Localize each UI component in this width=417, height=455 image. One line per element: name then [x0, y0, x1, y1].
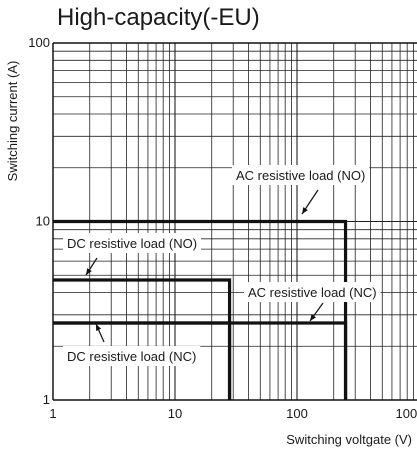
series-label: AC resistive load (NC) [244, 282, 381, 322]
y-tick-label: 100 [28, 35, 50, 50]
y-tick-label: 10 [36, 214, 50, 229]
series-label-bg [63, 346, 201, 366]
tick-labels: 1 10 100 1000 1 10 100 [28, 35, 417, 421]
series-label-arrowhead [302, 207, 308, 214]
series-label-bg [232, 165, 370, 185]
series-line [53, 278, 232, 400]
x-tick-label: 1000 [396, 406, 417, 421]
series-label-text: DC resistive load (NC) [67, 349, 196, 364]
series-label: DC resistive load (NO) [63, 233, 202, 276]
y-tick-label: 1 [43, 392, 50, 407]
series-label-text: DC resistive load (NO) [67, 236, 197, 251]
series-label-bg [63, 233, 202, 253]
series-line [53, 321, 232, 400]
series-label-bg [244, 282, 381, 302]
series-label-text: AC resistive load (NO) [236, 168, 365, 183]
series-label-text: AC resistive load (NC) [248, 285, 377, 300]
x-tick-label: 100 [286, 406, 308, 421]
chart-title: High-capacity(-EU) [57, 4, 260, 31]
x-axis-label: Switching voltgate (V) [286, 432, 412, 447]
series-label: DC resistive load (NC) [63, 323, 201, 366]
series-label-arrowhead [310, 314, 316, 321]
x-tick-label: 10 [168, 406, 182, 421]
series-label-arrowhead [86, 268, 92, 275]
y-axis-label: Switching current (A) [5, 61, 20, 182]
series-label: AC resistive load (NO) [232, 165, 370, 215]
x-tick-label: 1 [49, 406, 56, 421]
series-label-arrowhead [96, 324, 102, 331]
series: AC resistive load (NO) DC resistive load … [53, 165, 381, 400]
